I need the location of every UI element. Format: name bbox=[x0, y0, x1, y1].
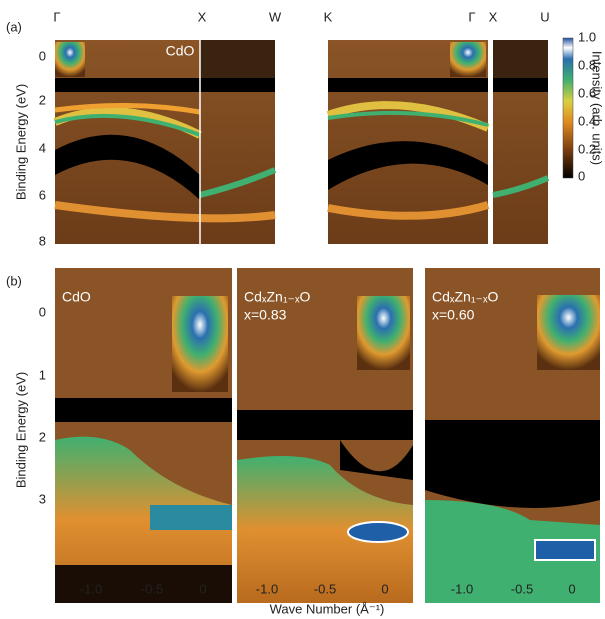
y-tick-label: 6 bbox=[39, 187, 46, 202]
gap-band bbox=[493, 78, 548, 92]
inset bbox=[172, 296, 228, 392]
figure: (a) Γ X W K Γ X U CdO Binding Energy (eV… bbox=[0, 0, 605, 619]
panel-label: (a) bbox=[6, 19, 22, 34]
gap-band bbox=[55, 78, 275, 92]
k-point: U bbox=[540, 9, 549, 24]
colorbar-label: Intensity (arb. units) bbox=[590, 51, 605, 165]
k-point: K bbox=[324, 9, 333, 24]
k-point: X bbox=[198, 9, 207, 24]
x-tick-label: -1.0 bbox=[256, 581, 278, 596]
gap-band bbox=[237, 410, 413, 440]
y-axis-label: Binding Energy (eV) bbox=[13, 372, 28, 488]
band-feature bbox=[150, 505, 232, 530]
gap-band bbox=[425, 420, 600, 508]
panel-label: (b) bbox=[6, 273, 22, 288]
sample-label: CdₓZn₁₋ₓO bbox=[244, 289, 311, 305]
map-panel bbox=[55, 268, 232, 603]
sample-label: CdO bbox=[62, 289, 91, 305]
x-tick-label: 0 bbox=[381, 581, 388, 596]
k-point: Γ bbox=[53, 9, 60, 24]
y-ticks-b: 0 1 2 3 bbox=[39, 304, 46, 506]
x-tick-label: 0 bbox=[199, 581, 206, 596]
y-tick-label: 0 bbox=[39, 304, 46, 319]
k-point: W bbox=[269, 9, 282, 24]
k-point: Γ bbox=[468, 9, 475, 24]
x-axis-label: Wave Number (Å⁻¹) bbox=[270, 601, 385, 616]
gap-band bbox=[55, 398, 232, 422]
composition-label: x=0.60 bbox=[432, 307, 475, 323]
band-map-b bbox=[55, 268, 600, 603]
x-tick-label: -0.5 bbox=[511, 581, 533, 596]
band-feature bbox=[535, 540, 595, 560]
y-tick-label: 0 bbox=[39, 48, 46, 63]
gap-band bbox=[328, 78, 488, 92]
y-tick-label: 1 bbox=[39, 367, 46, 382]
x-tick-label: -0.5 bbox=[314, 581, 336, 596]
y-ticks-a: 0 2 4 6 8 bbox=[39, 48, 46, 248]
inset bbox=[450, 42, 486, 77]
k-point-labels: Γ X W K Γ X U bbox=[53, 9, 549, 24]
map-shade bbox=[493, 40, 548, 78]
y-axis-label: Binding Energy (eV) bbox=[13, 84, 28, 200]
band-map-a bbox=[55, 40, 548, 244]
map-shade bbox=[200, 40, 275, 78]
colorbar-tick: 1.0 bbox=[578, 29, 596, 44]
composition-label: x=0.83 bbox=[244, 307, 287, 323]
y-tick-label: 2 bbox=[39, 429, 46, 444]
colorbar-tick: 0 bbox=[578, 168, 585, 183]
sample-label: CdO bbox=[166, 43, 195, 59]
y-tick-label: 3 bbox=[39, 491, 46, 506]
x-tick-label: -1.0 bbox=[451, 581, 473, 596]
x-tick-label: -1.0 bbox=[80, 581, 102, 596]
colorbar bbox=[563, 38, 573, 178]
y-tick-label: 8 bbox=[39, 233, 46, 248]
x-tick-label: -0.5 bbox=[141, 581, 163, 596]
k-point: X bbox=[489, 9, 498, 24]
inset bbox=[357, 296, 410, 370]
band-feature bbox=[348, 522, 408, 542]
y-tick-label: 2 bbox=[39, 92, 46, 107]
y-tick-label: 4 bbox=[39, 140, 46, 155]
inset bbox=[55, 42, 85, 77]
sample-label: CdₓZn₁₋ₓO bbox=[432, 289, 499, 305]
x-tick-label: 0 bbox=[568, 581, 575, 596]
inset bbox=[537, 295, 600, 370]
